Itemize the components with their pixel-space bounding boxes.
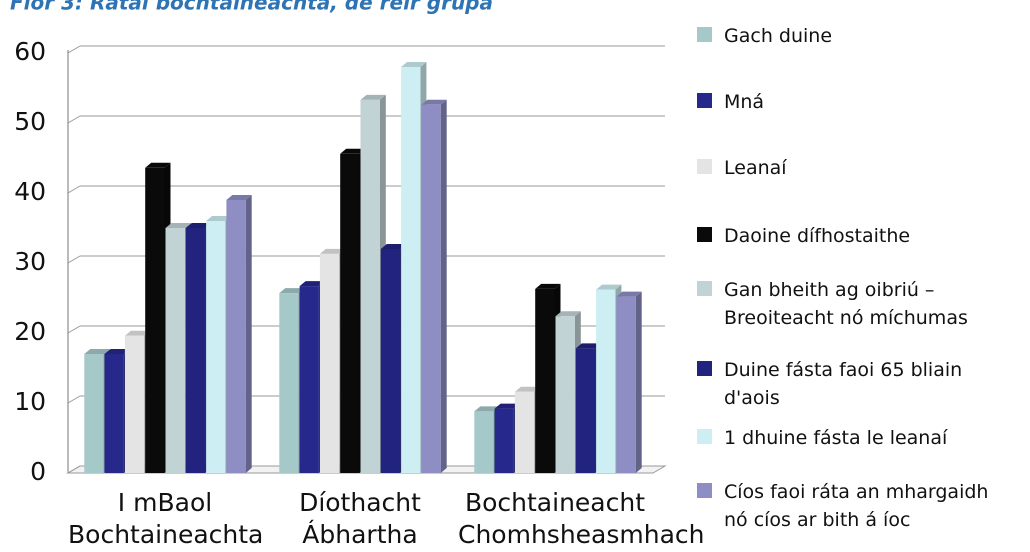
legend-label: Gach duine	[724, 25, 833, 47]
bar	[279, 293, 299, 473]
y-tick-label: 0	[30, 457, 46, 486]
bar-top	[575, 343, 602, 349]
bar-top	[185, 223, 212, 228]
legend-label: Daoine dífhostaithe	[724, 225, 911, 247]
bar-top	[104, 349, 130, 354]
y-tick-label: 10	[14, 387, 46, 416]
grid-wall	[67, 115, 81, 124]
legend-item: Gach duine	[697, 22, 832, 50]
legend-swatch	[697, 227, 712, 242]
bar-top	[145, 162, 171, 168]
bar-top	[380, 244, 407, 249]
bar	[104, 354, 124, 473]
bar-top	[596, 284, 622, 290]
legend-item: Duine fásta faoi 65 bliain d'aois	[697, 356, 962, 412]
x-tick-label: I mBaol Bochtaineachta	[68, 488, 264, 549]
legend-item: Mná	[697, 88, 764, 116]
bar	[185, 228, 206, 473]
bar-top	[474, 406, 500, 412]
legend-swatch	[697, 27, 712, 42]
grid-wall	[67, 45, 81, 54]
bar	[494, 408, 514, 473]
legend-item: Cíos faoi ráta an mhargaidh nó cíos ar b…	[697, 478, 988, 534]
bar-top	[401, 62, 427, 67]
legend-label: Duine fásta faoi 65 bliain d'aois	[724, 359, 963, 409]
bar	[535, 288, 555, 473]
bar-top	[421, 99, 447, 105]
bar-top	[279, 288, 305, 294]
bar-top	[616, 291, 642, 297]
bar	[206, 221, 226, 473]
bar	[145, 167, 165, 474]
legend-label: Cíos faoi ráta an mhargaidh nó cíos ar b…	[724, 481, 989, 531]
bar	[299, 286, 319, 473]
bar	[84, 354, 104, 473]
legend-swatch	[697, 159, 712, 174]
bar	[165, 228, 185, 473]
bar	[226, 200, 246, 473]
bar-top	[514, 386, 541, 392]
bar-top	[206, 216, 232, 221]
legend-swatch	[697, 361, 712, 376]
bar	[575, 348, 596, 473]
legend-label: Leanaí	[724, 157, 787, 179]
bar-top	[319, 248, 346, 254]
bar	[474, 411, 494, 473]
bar	[360, 99, 380, 474]
grid-wall	[67, 395, 81, 404]
grid-wall	[67, 325, 81, 334]
bar-top	[535, 283, 561, 289]
y-tick-label: 60	[14, 37, 46, 66]
legend-item: Leanaí	[697, 154, 787, 182]
y-tick-label: 20	[14, 317, 46, 346]
bar	[555, 316, 575, 473]
legend-swatch	[697, 429, 712, 444]
bar-side	[245, 195, 252, 473]
x-tick-label: Bochtaineacht Chomhsheasmhach	[458, 488, 705, 549]
bar-top	[124, 330, 151, 336]
bar	[514, 391, 535, 473]
x-tick-label: Díothacht Ábhartha	[299, 488, 421, 549]
legend-swatch	[697, 483, 712, 498]
bar	[319, 253, 340, 473]
bar-top	[165, 223, 191, 228]
legend-label: Mná	[724, 91, 765, 113]
y-tick-label: 40	[14, 177, 46, 206]
grid-wall	[67, 465, 81, 474]
bar	[401, 67, 421, 473]
legend-item: Gan bheith ag oibriú – Breoiteacht nó mí…	[697, 276, 968, 332]
bar-top	[360, 94, 386, 100]
bar	[340, 153, 360, 474]
grid-wall	[67, 185, 81, 194]
y-tick-label: 30	[14, 247, 46, 276]
legend-label: Gan bheith ag oibriú – Breoiteacht nó mí…	[724, 279, 968, 329]
bar	[616, 296, 636, 473]
y-tick-label: 50	[14, 107, 46, 136]
bar	[124, 335, 145, 473]
bar-side	[635, 291, 642, 473]
bar-top	[494, 403, 520, 409]
bar-top	[299, 281, 325, 287]
bar	[380, 249, 401, 473]
bar-top	[226, 195, 252, 200]
legend-swatch	[697, 93, 712, 108]
bar-top	[555, 311, 581, 317]
bar	[596, 289, 616, 473]
bar-top	[84, 349, 110, 354]
bar-side	[440, 99, 447, 474]
legend-item: 1 dhuine fásta le leanaí	[697, 424, 947, 452]
bar-top	[340, 148, 366, 154]
bar	[421, 104, 441, 474]
legend-item: Daoine dífhostaithe	[697, 222, 910, 250]
chart-title: Fíor 3: Rátaí bochtaineachta, de réir gr…	[10, 0, 493, 15]
legend-label: 1 dhuine fásta le leanaí	[724, 427, 948, 449]
legend-swatch	[697, 281, 712, 296]
grid-wall	[67, 255, 81, 264]
